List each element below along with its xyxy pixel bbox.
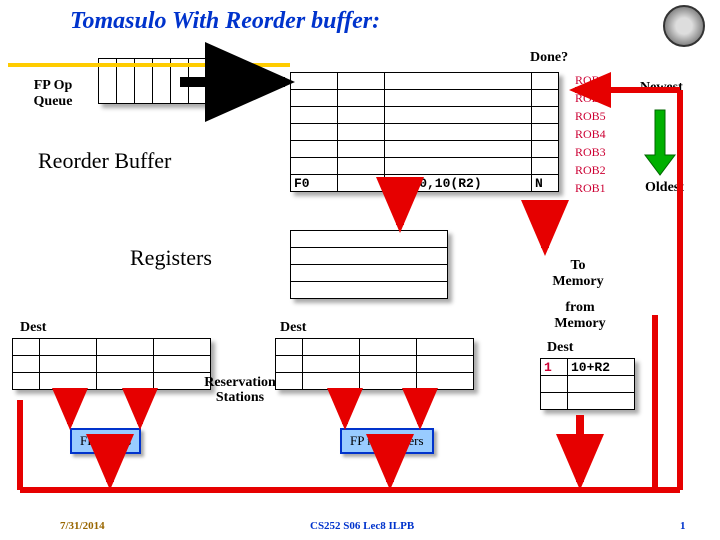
rob-label: ROB5 — [575, 109, 606, 124]
done-label: Done? — [530, 50, 568, 66]
rob-label: ROB1 — [575, 181, 606, 196]
oldest-label: Oldest — [645, 180, 684, 196]
reservation-stations-label: Reservation Stations — [195, 375, 285, 406]
from-memory-label: from Memory — [545, 300, 615, 332]
newest-label: Newest — [640, 80, 683, 96]
page-title: Tomasulo With Reorder buffer: — [70, 8, 380, 35]
fp-op-queue-label: FP Op Queue — [18, 78, 88, 110]
rob-row-c4: N — [532, 175, 559, 192]
rob-row-c1: F0 — [291, 175, 338, 192]
to-memory-label: To Memory — [548, 258, 608, 290]
res-station-left — [12, 338, 211, 390]
registers-table — [290, 230, 448, 299]
fp-op-queue-table — [98, 58, 207, 104]
res-station-mid — [275, 338, 474, 390]
mem-dest-c1: 1 — [541, 359, 568, 376]
registers-label: Registers — [130, 245, 212, 271]
dest-right-label: Dest — [547, 340, 573, 356]
rob-label: ROB3 — [575, 145, 606, 160]
seal-icon — [663, 5, 705, 47]
reorder-buffer-label: Reorder Buffer — [38, 148, 171, 174]
footer-course: CS252 S06 Lec8 ILPB — [310, 520, 414, 532]
rob-label: ROB4 — [575, 127, 606, 142]
rob-row-c3: LD F0,10(R2) — [385, 175, 532, 192]
rob-label: ROB7 — [575, 73, 606, 88]
footer-date: 7/31/2014 — [60, 520, 105, 532]
mem-dest-c2: 10+R2 — [568, 359, 635, 376]
fp-multipliers-box: FP multipliers — [340, 428, 434, 454]
rob-label: ROB6 — [575, 91, 606, 106]
mem-dest-table: 110+R2 — [540, 358, 635, 410]
fp-adders-box: FP adders — [70, 428, 141, 454]
reorder-buffer-table: F0 LD F0,10(R2)N — [290, 72, 559, 192]
rob-label: ROB2 — [575, 163, 606, 178]
rob-row-c2 — [338, 175, 385, 192]
dest-mid-label: Dest — [280, 320, 306, 336]
dest-left-label: Dest — [20, 320, 46, 336]
footer-page: 1 — [680, 520, 686, 532]
